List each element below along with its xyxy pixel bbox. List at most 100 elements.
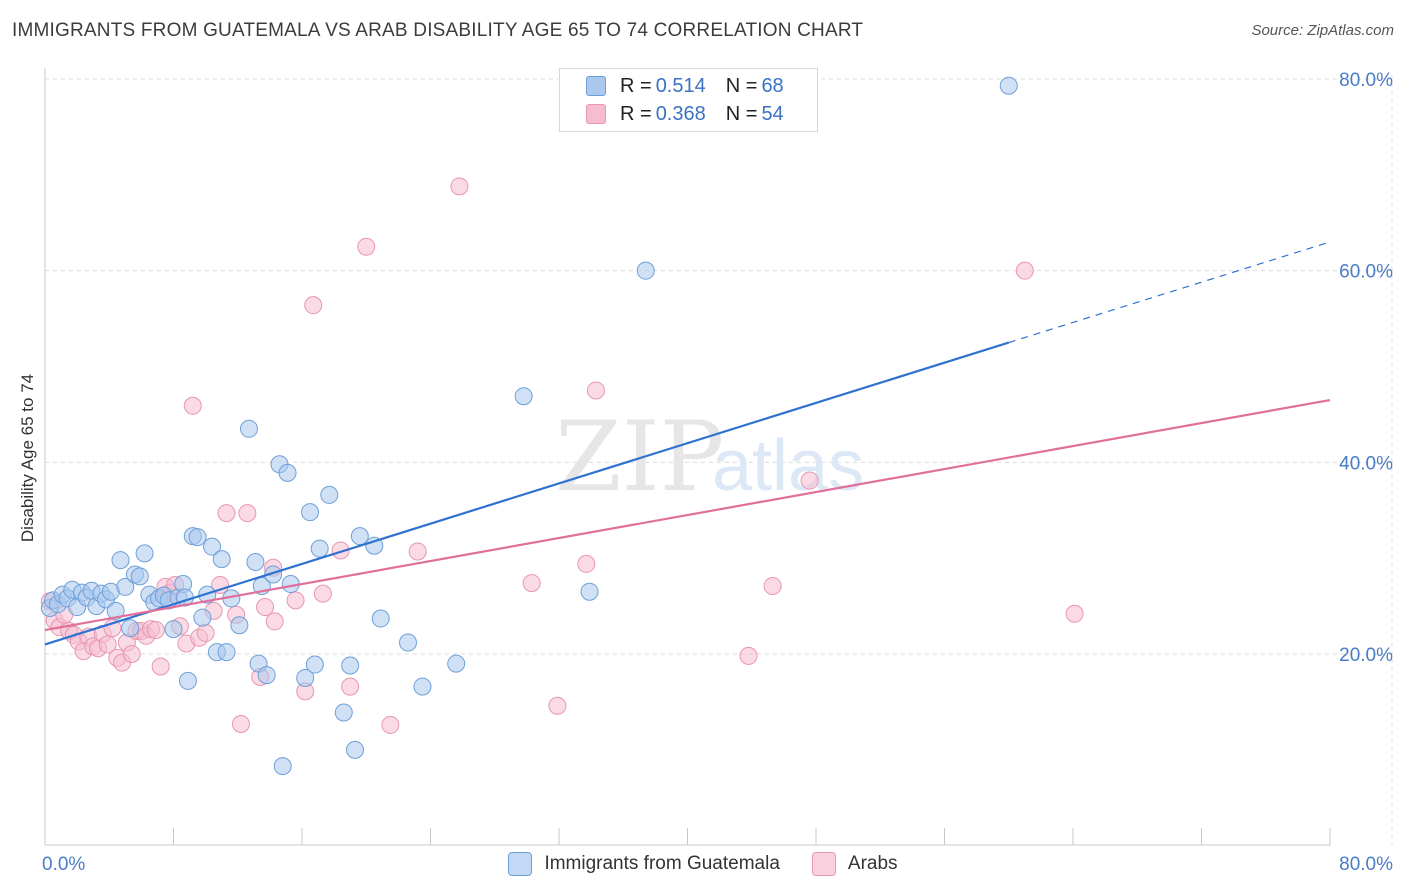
legend-item-guatemala[interactable]: Immigrants from Guatemala [508, 852, 780, 876]
trendline-guatemala-extension [1008, 241, 1331, 344]
watermark: ZIP atlas [555, 401, 864, 513]
legend-swatch-blue [508, 852, 533, 876]
stats-row-arabs: R = 0.368 N = 54 [586, 101, 784, 127]
y-tick-label: 80.0% [1339, 70, 1393, 91]
stats-row-guatemala: R = 0.514 N = 68 [586, 73, 784, 99]
n-value: 68 [761, 74, 784, 97]
data-point-guatemala [239, 419, 258, 438]
data-point-guatemala [178, 671, 197, 690]
n-value: 54 [761, 102, 784, 125]
data-point-guatemala [217, 643, 236, 662]
data-point-arabs [98, 635, 117, 654]
data-point-arabs [151, 657, 170, 676]
data-point-guatemala [203, 537, 222, 556]
legend-swatch-pink [586, 104, 606, 124]
data-point-arabs [331, 541, 350, 560]
data-point-guatemala [273, 757, 292, 776]
data-point-arabs [304, 296, 323, 315]
data-point-arabs [577, 554, 596, 573]
trendline-guatemala [44, 341, 1010, 646]
data-point-guatemala [106, 601, 125, 620]
data-point-arabs [146, 621, 165, 640]
y-tick-label: 20.0% [1339, 645, 1393, 666]
source-note: Source: ZipAtlas.com [1251, 22, 1394, 39]
data-point-guatemala [193, 608, 212, 627]
data-point-arabs [800, 471, 819, 490]
r-label: R = [620, 74, 652, 97]
watermark-atlas: atlas [712, 426, 864, 506]
data-point-guatemala [264, 565, 283, 584]
data-point-guatemala [164, 620, 183, 639]
data-point-arabs [286, 591, 305, 610]
data-point-guatemala [230, 616, 249, 635]
tick-labels: 20.0% 40.0% 60.0% 80.0% 0.0% 80.0% [42, 70, 1393, 875]
n-label: N = [725, 74, 758, 97]
data-point-arabs [381, 715, 400, 734]
y-tick-label: 60.0% [1339, 262, 1393, 283]
r-value: 0.514 [655, 74, 706, 97]
data-point-arabs [450, 177, 469, 196]
data-point-arabs [238, 504, 257, 523]
chart-title: IMMIGRANTS FROM GUATEMALA VS ARAB DISABI… [12, 20, 864, 41]
data-point-guatemala [212, 550, 231, 569]
legend-label: Arabs [847, 853, 898, 874]
data-point-arabs [313, 584, 332, 603]
y-axis-label: Disability Age 65 to 74 [18, 374, 37, 542]
r-value: 0.368 [655, 102, 706, 125]
data-point-guatemala [111, 551, 130, 570]
data-point-arabs [122, 645, 141, 663]
data-point-arabs [408, 542, 427, 561]
data-point-guatemala [310, 539, 329, 558]
data-point-guatemala [301, 503, 320, 522]
data-point-guatemala [371, 609, 390, 628]
y-tick-label: 40.0% [1339, 453, 1393, 474]
watermark-zip: ZIP [555, 401, 724, 513]
data-point-guatemala [278, 463, 297, 482]
x-tick-label: 0.0% [42, 854, 85, 875]
data-point-guatemala [399, 633, 418, 652]
data-point-guatemala [296, 668, 315, 687]
data-point-arabs [196, 623, 215, 642]
data-point-arabs [522, 574, 541, 593]
data-point-guatemala [130, 567, 149, 586]
data-point-guatemala [334, 703, 353, 722]
data-point-guatemala [636, 261, 655, 280]
data-point-guatemala [447, 654, 466, 673]
data-point-guatemala [346, 740, 365, 759]
data-point-arabs [265, 612, 284, 631]
trendline-arabs [44, 398, 1331, 632]
data-point-guatemala [580, 582, 599, 601]
legend-swatch-pink [811, 852, 836, 876]
data-point-arabs [763, 576, 782, 595]
data-point-arabs [357, 237, 376, 256]
data-point-arabs [231, 714, 250, 733]
data-point-arabs [341, 677, 360, 696]
stats-legend: R = 0.514 N = 68 R = 0.368 N = 54 [559, 68, 818, 132]
data-point-guatemala [257, 666, 276, 685]
x-tick-label: 80.0% [1339, 854, 1393, 875]
legend-swatch-blue [586, 76, 606, 96]
data-point-guatemala [305, 655, 324, 674]
data-point-guatemala [999, 76, 1018, 95]
data-point-arabs [1015, 261, 1034, 280]
data-point-guatemala [350, 527, 369, 546]
data-point-guatemala [341, 656, 360, 675]
legend-label: Immigrants from Guatemala [544, 853, 780, 874]
data-point-guatemala [246, 553, 265, 571]
data-point-guatemala [320, 485, 339, 504]
data-point-guatemala [188, 528, 207, 547]
data-point-guatemala [413, 677, 432, 696]
data-point-guatemala [116, 577, 135, 596]
data-point-guatemala [135, 544, 154, 563]
data-point-arabs [256, 598, 275, 617]
data-point-arabs [183, 396, 202, 415]
n-label: N = [725, 102, 758, 125]
data-point-guatemala [514, 387, 533, 406]
data-point-arabs [739, 646, 758, 665]
legend-item-arabs[interactable]: Arabs [811, 852, 898, 876]
axes [44, 68, 1331, 846]
trend-lines [44, 241, 1331, 646]
data-point-arabs [217, 504, 236, 523]
guatemala-points [40, 76, 1018, 776]
